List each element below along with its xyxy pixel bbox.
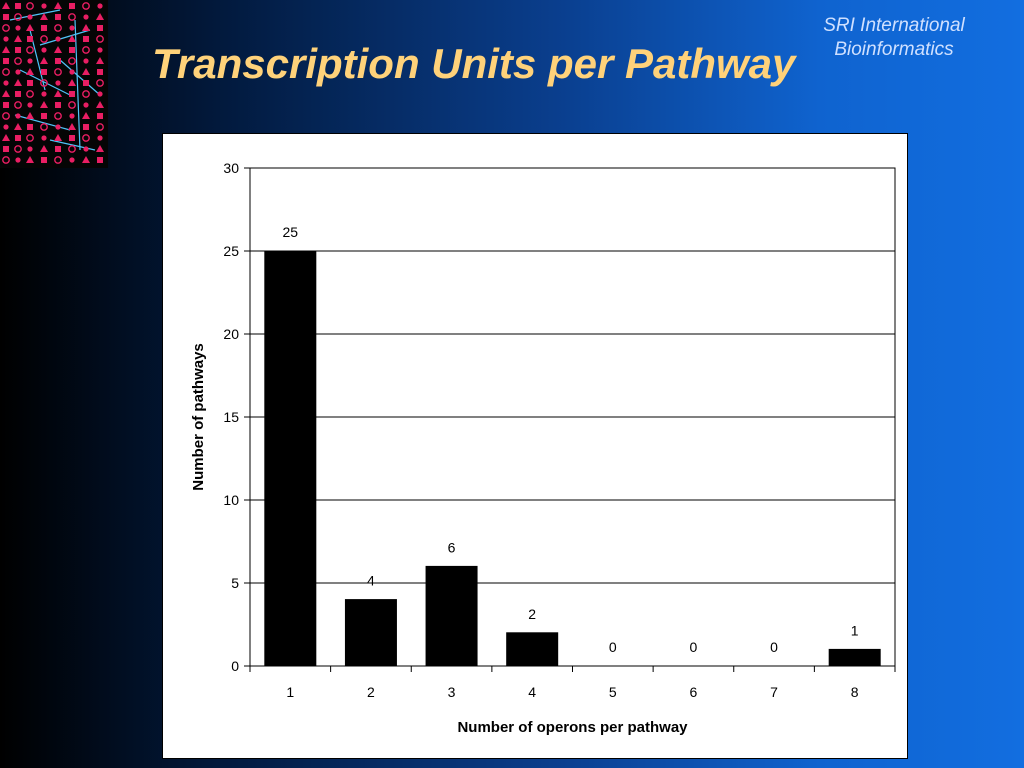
bar: [344, 599, 397, 667]
data-label: 0: [690, 639, 698, 655]
y-tick-label: 0: [231, 658, 239, 674]
branding-dept: Bioinformatics: [834, 39, 954, 60]
y-tick-label: 20: [223, 326, 239, 342]
bars: [264, 250, 881, 667]
bar: [828, 648, 881, 667]
pathway-diagram-icon: [0, 0, 108, 168]
x-tick-label: 4: [528, 684, 536, 700]
x-tick-label: 2: [367, 684, 375, 700]
y-axis: 0 5 10 15 20 25 30: [223, 160, 251, 674]
data-label: 1: [851, 622, 859, 638]
x-tick-label: 7: [770, 684, 778, 700]
data-label: 0: [770, 639, 778, 655]
y-axis-title: Number of pathways: [190, 343, 207, 491]
bar: [264, 250, 317, 667]
data-label: 25: [283, 224, 299, 240]
data-label: 0: [609, 639, 617, 655]
x-tick-label: 1: [286, 684, 294, 700]
y-tick-label: 5: [231, 575, 239, 591]
x-tick-label: 3: [448, 684, 456, 700]
data-label: 6: [448, 539, 456, 555]
branding-org: SRI International: [823, 15, 965, 36]
branding: SRI International Bioinformatics: [794, 14, 994, 62]
x-tick-label: 8: [851, 684, 859, 700]
x-axis-title: Number of operons per pathway: [457, 719, 688, 736]
y-tick-label: 10: [223, 492, 239, 508]
slide-title: Transcription Units per Pathway: [152, 40, 796, 87]
y-tick-label: 25: [223, 243, 239, 259]
bar: [425, 565, 478, 667]
bar: [506, 632, 559, 667]
x-tick-label: 6: [690, 684, 698, 700]
y-tick-label: 15: [223, 409, 239, 425]
x-axis: 1 2 3 4 5 6 7 8: [249, 665, 896, 700]
data-label: 2: [528, 606, 536, 622]
y-tick-label: 30: [223, 160, 239, 176]
x-tick-label: 5: [609, 684, 617, 700]
gridlines: [250, 167, 895, 584]
data-labels: 25 4 6 2 0 0 0 1: [283, 224, 859, 655]
data-label: 4: [367, 573, 375, 589]
